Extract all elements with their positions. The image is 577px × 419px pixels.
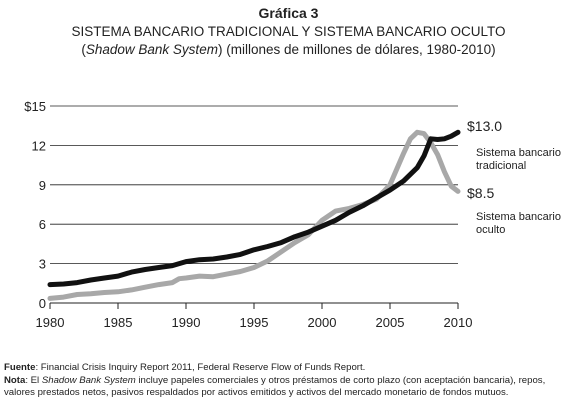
- y-tick-label: 12: [32, 138, 46, 153]
- note-text-a: : El: [25, 374, 42, 386]
- y-axis-ticks: 0 3 6 9 12 $15: [24, 99, 46, 311]
- note-text-b: incluye papeles comerciales y otros prés…: [4, 374, 546, 399]
- source-label: Fuente: [4, 362, 36, 373]
- series-name-line1: Sistema bancario: [476, 211, 561, 223]
- y-tick-label: 0: [39, 296, 46, 311]
- series-name-line2: oculto: [476, 224, 505, 236]
- title-line-2: (Shadow Bank System) (millones de millon…: [0, 41, 577, 59]
- y-tick-label: $15: [24, 99, 46, 114]
- x-tick-label: 2010: [444, 315, 473, 330]
- x-tick-label: 1990: [172, 315, 201, 330]
- source-text: : Financial Crisis Inquiry Report 2011, …: [35, 362, 366, 373]
- series-line-oculto: [47, 129, 461, 301]
- x-axis-ticks: 1980 1985 1990 1995 2000 2005 2010: [36, 303, 473, 330]
- line-chart: 0 3 6 9 12 $15 1980 1985 1990 1995 2000 2005 2010 $…: [24, 99, 561, 330]
- figure-label: Gráfica 3: [258, 5, 319, 21]
- x-tick-label: 2000: [308, 315, 337, 330]
- title-line-1: SISTEMA BANCARIO TRADICIONAL Y SISTEMA B…: [71, 24, 506, 39]
- series-name-line1: Sistema bancario: [476, 147, 561, 159]
- chart-notes: Fuente: Financial Crisis Inquiry Report …: [4, 362, 572, 400]
- title-italic: Shadow Bank System: [85, 42, 218, 57]
- series-name-line2: tradicional: [476, 160, 526, 172]
- note-text: Nota: El Shadow Bank System incluye pape…: [4, 375, 572, 400]
- note-italic: Shadow Bank System: [41, 374, 136, 386]
- y-tick-label: 9: [39, 178, 46, 193]
- title-paren-open: (: [81, 42, 86, 57]
- title-rest: ) (millones de millones de dólares, 1980…: [217, 42, 496, 57]
- chart-title: SISTEMA BANCARIO TRADICIONAL Y SISTEMA B…: [0, 23, 577, 59]
- y-tick-label: 3: [39, 257, 46, 272]
- grid-lines: [50, 105, 458, 304]
- note-label: Nota: [4, 374, 26, 386]
- y-tick-label: 6: [39, 217, 46, 232]
- x-tick-label: 1985: [104, 315, 133, 330]
- series-layer: [47, 129, 461, 301]
- x-tick-label: 1980: [36, 315, 65, 330]
- series-end-label: $8.5: [467, 185, 494, 201]
- series-line-tradicional: [47, 129, 461, 288]
- source-note: Fuente: Financial Crisis Inquiry Report …: [4, 362, 572, 375]
- x-tick-label: 1995: [240, 315, 269, 330]
- x-tick-label: 2005: [376, 315, 405, 330]
- series-end-label: $13.0: [467, 118, 502, 134]
